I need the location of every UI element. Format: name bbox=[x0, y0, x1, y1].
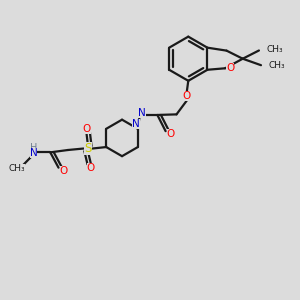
Text: O: O bbox=[167, 129, 175, 139]
Text: H: H bbox=[30, 143, 37, 153]
Text: N: N bbox=[138, 108, 146, 118]
Text: CH₃: CH₃ bbox=[8, 164, 25, 173]
Text: O: O bbox=[226, 63, 235, 73]
Text: N: N bbox=[30, 148, 38, 158]
Text: S: S bbox=[84, 142, 92, 155]
Text: CH₃: CH₃ bbox=[267, 45, 284, 54]
Text: O: O bbox=[183, 91, 191, 101]
Text: CH₃: CH₃ bbox=[269, 61, 286, 70]
Text: O: O bbox=[82, 124, 91, 134]
Text: O: O bbox=[87, 163, 95, 173]
Text: N: N bbox=[133, 119, 140, 129]
Text: O: O bbox=[60, 166, 68, 176]
